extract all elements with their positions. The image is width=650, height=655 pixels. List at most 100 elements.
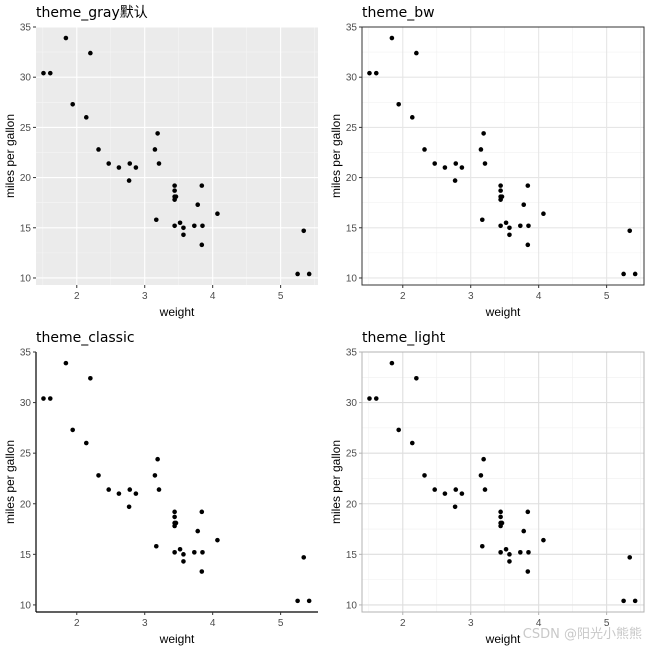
data-point bbox=[518, 223, 523, 229]
data-point bbox=[526, 550, 531, 555]
data-point bbox=[200, 223, 205, 229]
data-point bbox=[306, 271, 312, 277]
data-point bbox=[88, 376, 93, 381]
data-point bbox=[422, 473, 427, 478]
data-point bbox=[181, 552, 186, 557]
data-point bbox=[503, 546, 509, 552]
data-point bbox=[200, 550, 205, 555]
data-point bbox=[47, 70, 53, 76]
data-point bbox=[409, 440, 415, 446]
data-point bbox=[295, 598, 300, 604]
data-point bbox=[479, 543, 485, 549]
x-tick-label: 2 bbox=[74, 291, 80, 302]
data-point bbox=[126, 178, 132, 183]
data-point bbox=[301, 228, 307, 234]
y-axis-title: miles per gallon bbox=[3, 114, 17, 198]
data-point bbox=[172, 223, 177, 229]
data-point bbox=[172, 183, 177, 188]
y-tick-label: 20 bbox=[20, 173, 32, 184]
data-point bbox=[541, 211, 546, 217]
y-axis-title: miles per gallon bbox=[3, 440, 17, 524]
x-tick-label: 5 bbox=[278, 618, 284, 629]
x-tick-label: 4 bbox=[536, 291, 542, 302]
x-tick-label: 2 bbox=[400, 291, 406, 302]
data-point bbox=[41, 396, 46, 401]
data-point bbox=[195, 202, 201, 207]
data-point bbox=[507, 232, 512, 238]
data-point bbox=[106, 487, 112, 492]
data-point bbox=[526, 223, 531, 229]
y-tick-label: 20 bbox=[346, 499, 358, 510]
data-point bbox=[373, 70, 379, 76]
data-point bbox=[396, 427, 401, 433]
data-point bbox=[295, 271, 300, 277]
data-point bbox=[181, 225, 186, 231]
data-point bbox=[41, 70, 46, 76]
data-point bbox=[442, 491, 448, 496]
data-point bbox=[498, 550, 503, 555]
data-point bbox=[627, 228, 633, 234]
x-tick-label: 5 bbox=[604, 291, 610, 302]
data-point bbox=[367, 396, 372, 401]
data-point bbox=[199, 183, 205, 188]
data-point bbox=[453, 487, 459, 492]
data-point bbox=[153, 217, 159, 223]
data-point bbox=[177, 220, 183, 226]
data-point bbox=[177, 546, 183, 552]
y-axis-title: miles per gallon bbox=[329, 440, 343, 524]
data-point bbox=[172, 188, 177, 193]
data-point bbox=[215, 537, 220, 543]
data-point bbox=[63, 35, 69, 41]
data-point bbox=[192, 550, 197, 555]
x-axis-title: weight bbox=[159, 632, 195, 646]
data-point bbox=[498, 514, 503, 520]
data-point bbox=[481, 456, 486, 462]
data-point bbox=[482, 487, 488, 492]
data-point bbox=[172, 509, 177, 515]
data-point bbox=[172, 514, 177, 520]
data-point bbox=[133, 165, 139, 170]
x-tick-label: 3 bbox=[468, 291, 474, 302]
data-point bbox=[452, 504, 458, 510]
data-point bbox=[525, 183, 531, 188]
data-point bbox=[106, 161, 112, 166]
data-point bbox=[199, 242, 205, 248]
data-point bbox=[83, 440, 89, 446]
data-point bbox=[195, 528, 201, 534]
data-point bbox=[518, 550, 523, 555]
panel-background bbox=[362, 27, 644, 285]
data-point bbox=[632, 598, 638, 604]
data-point bbox=[507, 552, 512, 557]
data-point bbox=[389, 360, 395, 366]
panel-border bbox=[361, 26, 645, 286]
y-tick-label: 30 bbox=[20, 398, 32, 409]
data-point bbox=[306, 598, 312, 604]
x-tick-label: 3 bbox=[468, 618, 474, 629]
data-point bbox=[499, 520, 505, 526]
chart-panel-gray: 2 3 4 5 10 15 20 25 30 35 weight miles per gallon th… bbox=[3, 5, 318, 319]
data-point bbox=[215, 211, 220, 217]
y-tick-label: 15 bbox=[346, 223, 358, 234]
watermark: CSDN @阳光小熊熊 bbox=[522, 627, 642, 642]
y-tick-label: 25 bbox=[20, 123, 32, 134]
data-point bbox=[503, 220, 509, 226]
data-point bbox=[432, 487, 438, 492]
y-tick-label: 10 bbox=[346, 273, 358, 284]
data-point bbox=[414, 50, 419, 56]
data-point bbox=[116, 165, 122, 170]
data-point bbox=[181, 232, 186, 238]
chart-panel-bw: 2 3 4 5 10 15 20 25 30 35 weight miles per gallon th… bbox=[329, 5, 645, 319]
data-point bbox=[155, 131, 160, 136]
data-point bbox=[498, 188, 503, 193]
data-point bbox=[498, 509, 503, 515]
data-point bbox=[479, 217, 485, 223]
data-point bbox=[521, 202, 527, 207]
data-point bbox=[409, 115, 415, 120]
data-point bbox=[172, 550, 177, 555]
y-tick-label: 35 bbox=[20, 23, 32, 34]
panel-background bbox=[36, 27, 318, 285]
data-point bbox=[181, 559, 186, 564]
y-tick-label: 30 bbox=[346, 73, 358, 84]
y-tick-label: 15 bbox=[20, 550, 32, 561]
